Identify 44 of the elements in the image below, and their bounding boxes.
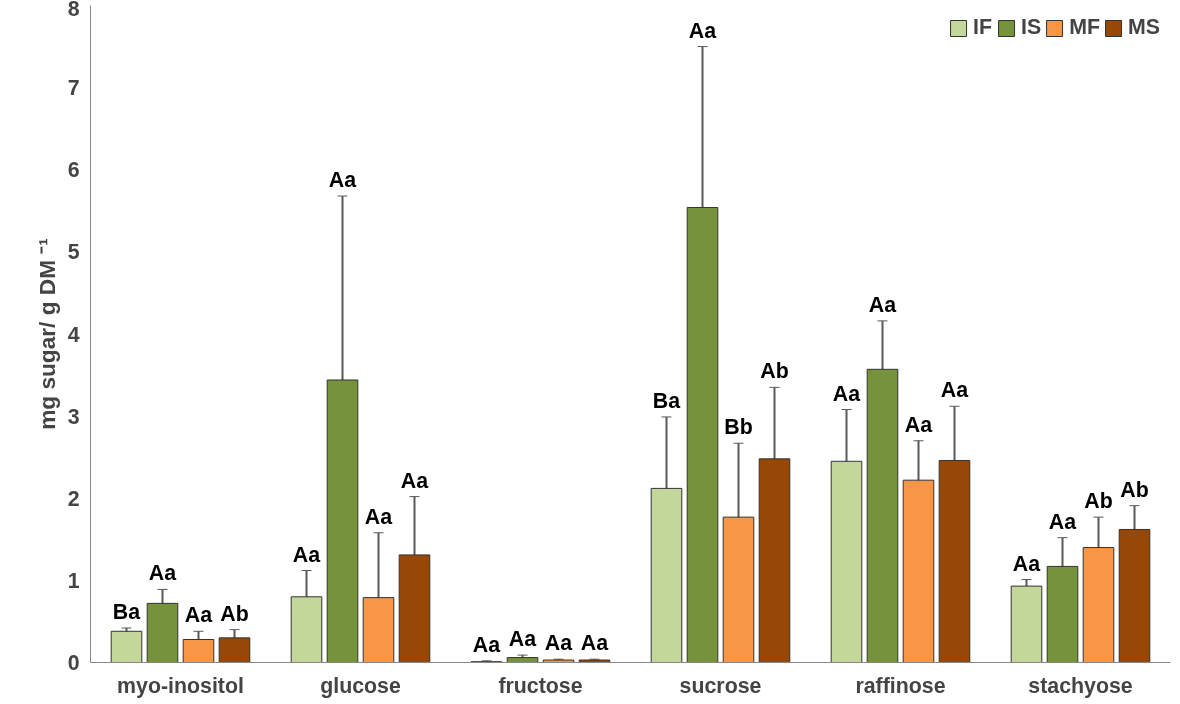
- y-tick-label: 2: [67, 486, 80, 511]
- annotation: Aa: [544, 631, 573, 656]
- y-tick-label: 5: [67, 240, 80, 265]
- annotation: Ab: [220, 601, 249, 626]
- legend-label: MS: [1128, 15, 1160, 40]
- annotation: Bb: [724, 415, 753, 440]
- legend-label: IF: [973, 15, 993, 40]
- x-tick-label: glucose: [320, 673, 401, 698]
- annotation: Ba: [652, 388, 681, 413]
- x-tick-label: raffinose: [855, 673, 946, 698]
- legend-label: IS: [1021, 15, 1042, 40]
- annotation: Aa: [580, 631, 609, 656]
- y-axis-title: mg sugar/ g DM ⁻¹: [33, 238, 60, 430]
- x-tick-label: stachyose: [1028, 673, 1133, 698]
- annotation: Aa: [292, 542, 321, 567]
- y-tick-label: 6: [67, 158, 80, 183]
- x-tick-label: sucrose: [679, 673, 762, 698]
- annotation: Aa: [868, 292, 897, 317]
- annotation: Aa: [832, 381, 861, 406]
- x-tick-label: myo-inositol: [117, 673, 244, 698]
- annotation: Ab: [760, 359, 789, 384]
- legend-label: MF: [1069, 15, 1100, 40]
- annotation: Aa: [328, 168, 357, 193]
- y-tick-label: 3: [67, 404, 80, 429]
- x-tick-label: fructose: [498, 673, 583, 698]
- annotation: Aa: [184, 603, 213, 628]
- annotation: Aa: [364, 504, 393, 529]
- annotation: Ab: [1084, 489, 1113, 514]
- annotation: Aa: [1012, 551, 1041, 576]
- y-tick-label: 7: [67, 76, 80, 101]
- annotation: Aa: [904, 412, 933, 437]
- annotation: Aa: [940, 378, 969, 403]
- annotation: Aa: [688, 18, 717, 43]
- y-tick-label: 4: [67, 322, 80, 347]
- annotation: Aa: [472, 632, 501, 657]
- annotation: Aa: [508, 627, 537, 652]
- annotation: Aa: [1048, 509, 1077, 534]
- y-tick-label: 1: [67, 568, 80, 593]
- y-tick-label: 8: [67, 0, 80, 21]
- annotation: Aa: [148, 561, 177, 586]
- annotation: Ba: [112, 600, 141, 625]
- annotation: Ab: [1120, 477, 1149, 502]
- annotation: Aa: [400, 468, 429, 493]
- y-tick-label: 0: [67, 651, 80, 675]
